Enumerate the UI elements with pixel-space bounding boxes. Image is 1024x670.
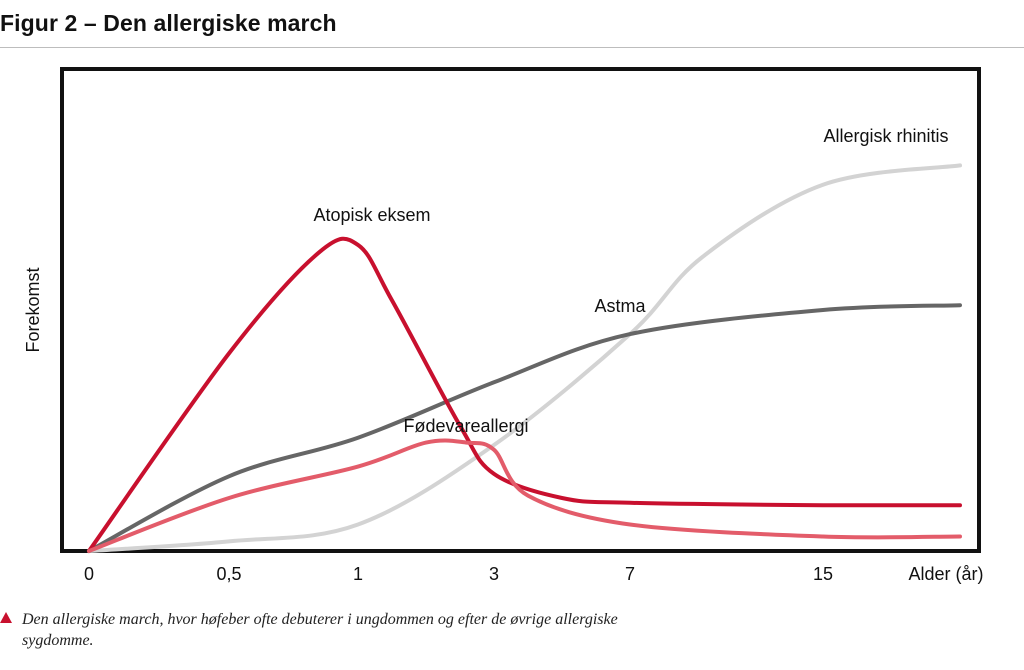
- caption-text: Den allergiske march, hvor høfeber ofte …: [22, 611, 618, 649]
- series-label-atopisk-eksem: Atopisk eksem: [313, 205, 430, 225]
- series-label-astma: Astma: [594, 296, 646, 316]
- x-tick-label: 7: [625, 564, 635, 584]
- triangle-icon: [0, 612, 12, 623]
- x-axis-label: Alder (år): [908, 564, 983, 584]
- series-line-foedevareallergi: [87, 438, 962, 553]
- series-line-allergisk-rhinitis: [87, 163, 962, 553]
- x-tick-label: 0: [84, 564, 94, 584]
- title-divider: [0, 47, 1024, 48]
- x-tick-label: 15: [813, 564, 833, 584]
- series-label-foedevareallergi: Fødevareallergi: [403, 416, 528, 436]
- figure-title: Figur 2 – Den allergiske march: [0, 10, 337, 36]
- chart: Atopisk eksem Fødevareallergi Astma Allergi…: [23, 67, 984, 584]
- series-line-atopisk-eksem: [87, 236, 962, 553]
- figure-caption: Den allergiske march, hvor høfeber ofte …: [0, 609, 640, 651]
- x-tick-label: 3: [489, 564, 499, 584]
- series-line-astma: [87, 303, 962, 553]
- y-axis-label: Forekomst: [23, 267, 43, 352]
- series-label-allergisk-rhinitis: Allergisk rhinitis: [823, 126, 948, 146]
- x-tick-label: 1: [353, 564, 363, 584]
- x-tick-label: 0,5: [216, 564, 241, 584]
